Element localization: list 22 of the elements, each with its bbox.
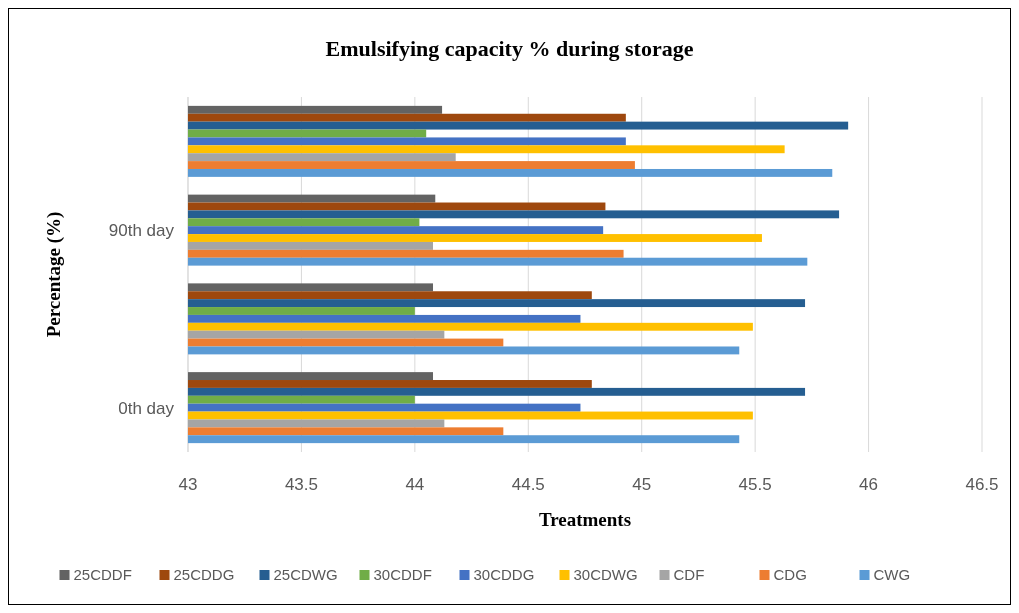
x-tick-label: 43.5 xyxy=(284,475,318,494)
x-tick-label: 45 xyxy=(632,475,652,494)
y-tick-label: 90th day xyxy=(108,221,175,241)
legend-label: 25CDWG xyxy=(273,566,338,583)
legend-label: 25CDDG xyxy=(173,566,235,583)
legend-label: 30CDDF xyxy=(373,566,432,583)
legend-label: 30CDWG xyxy=(573,566,638,583)
legend-label: CWG xyxy=(873,566,911,583)
chart-title: Emulsifying capacity % during storage xyxy=(325,36,694,61)
legend-label: CDF xyxy=(673,566,705,583)
x-tick-label: 46 xyxy=(859,475,879,494)
x-tick-label: 43 xyxy=(178,475,198,494)
x-axis-title: Treatments xyxy=(538,509,632,530)
x-tick-label: 44 xyxy=(405,475,425,494)
x-tick-label: 45.5 xyxy=(738,475,772,494)
y-tick-label: 0th day xyxy=(118,398,175,418)
x-tick-label: 44.5 xyxy=(511,475,545,494)
legend-label: 25CDDF xyxy=(73,566,132,583)
legend-label: CDG xyxy=(773,566,807,583)
legend-label: 30CDDG xyxy=(473,566,535,583)
x-tick-label: 46.5 xyxy=(965,475,999,494)
y-axis-title: Percentage (%) xyxy=(43,211,65,338)
